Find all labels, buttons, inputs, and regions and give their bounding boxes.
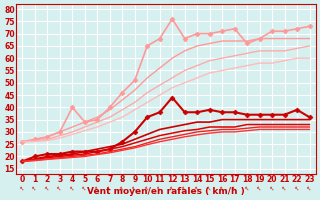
Text: ↑: ↑	[306, 185, 313, 192]
X-axis label: Vent moyen/en rafales ( km/h ): Vent moyen/en rafales ( km/h )	[87, 187, 245, 196]
Text: ↑: ↑	[81, 185, 88, 192]
Text: ↑: ↑	[131, 185, 138, 192]
Text: ↑: ↑	[256, 185, 263, 192]
Text: ↑: ↑	[44, 185, 51, 192]
Text: ↑: ↑	[169, 185, 176, 192]
Text: ↑: ↑	[69, 185, 76, 192]
Text: ↑: ↑	[244, 185, 251, 192]
Text: ↑: ↑	[156, 185, 163, 192]
Text: ↑: ↑	[219, 185, 226, 192]
Text: ↑: ↑	[56, 185, 63, 192]
Text: ↑: ↑	[293, 185, 301, 192]
Text: ↑: ↑	[194, 185, 201, 192]
Text: ↑: ↑	[268, 185, 276, 192]
Text: ↑: ↑	[181, 185, 188, 192]
Text: ↑: ↑	[31, 185, 38, 192]
Text: ↑: ↑	[206, 185, 213, 192]
Text: ↑: ↑	[281, 185, 288, 192]
Text: ↑: ↑	[144, 185, 151, 192]
Text: ↑: ↑	[94, 185, 101, 192]
Text: ↑: ↑	[106, 185, 113, 192]
Text: ↑: ↑	[19, 185, 26, 192]
Text: ↑: ↑	[231, 185, 238, 192]
Text: ↑: ↑	[119, 185, 126, 192]
